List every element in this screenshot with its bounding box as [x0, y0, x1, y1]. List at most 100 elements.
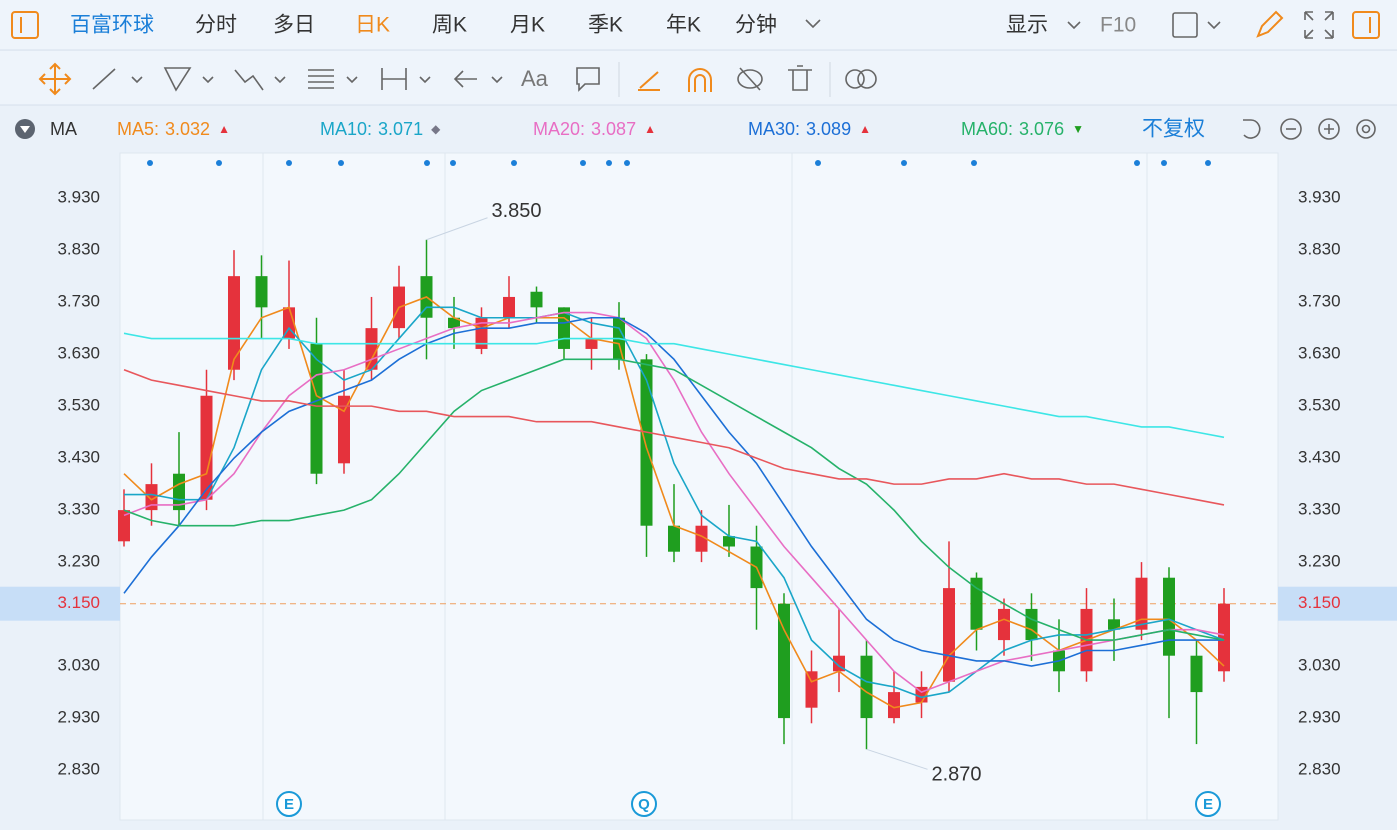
- layout-button[interactable]: [1172, 12, 1198, 38]
- candle-body: [1218, 603, 1230, 672]
- text-tool[interactable]: Aa: [521, 66, 549, 91]
- legend-trend: ▲: [218, 122, 230, 136]
- event-dot[interactable]: [901, 160, 907, 166]
- event-label[interactable]: E: [1203, 796, 1213, 813]
- zoom-out[interactable]: [1280, 118, 1302, 140]
- legend-name: MA30:: [748, 119, 800, 139]
- y2-tick-label: 3.230: [1298, 552, 1341, 571]
- range-tool[interactable]: [381, 68, 407, 90]
- move-tool[interactable]: [38, 62, 72, 96]
- legend-entry: MA10: 3.071 ◆: [320, 119, 441, 139]
- event-icon: [276, 791, 302, 817]
- y2-tick-label: 3.030: [1298, 656, 1341, 675]
- indicator-name[interactable]: MA: [50, 119, 77, 139]
- candle-body: [640, 359, 653, 526]
- reset-button[interactable]: [1243, 119, 1261, 139]
- annotation-leader: [426, 217, 488, 241]
- fib-tool[interactable]: [308, 69, 334, 89]
- y-tick-label: 3.730: [57, 292, 100, 311]
- event-dot[interactable]: [580, 160, 586, 166]
- settings[interactable]: [1356, 119, 1376, 139]
- hide-tool[interactable]: [737, 67, 763, 91]
- pen-tool[interactable]: [638, 71, 660, 91]
- event-dot[interactable]: [624, 160, 630, 166]
- tab[interactable]: 周K: [432, 14, 467, 37]
- legend-trend: ▲: [859, 122, 871, 136]
- event-dot[interactable]: [815, 160, 821, 166]
- icon-part: [20, 126, 30, 133]
- annotation-leader: [866, 748, 928, 770]
- candle-body: [585, 338, 598, 349]
- dropdown[interactable]: [805, 19, 821, 29]
- legend-value: 3.087: [591, 119, 636, 139]
- shape-tool[interactable]: [163, 67, 192, 92]
- event-label[interactable]: Q: [638, 796, 650, 813]
- candle-body: [1135, 577, 1148, 630]
- tab[interactable]: 分钟: [735, 14, 777, 37]
- plot-area: [119, 152, 1279, 821]
- top-bar: [0, 0, 1397, 50]
- tab[interactable]: 多日: [273, 14, 315, 37]
- legend-value: 3.032: [165, 119, 210, 139]
- event-dot[interactable]: [450, 160, 456, 166]
- wave-tool[interactable]: [234, 69, 264, 91]
- f10-button[interactable]: F10: [1100, 14, 1136, 37]
- legend-name: MA5:: [117, 119, 159, 139]
- candle-body: [228, 276, 240, 370]
- candle-body: [860, 655, 873, 719]
- candle-body: [365, 328, 378, 370]
- legend: MA5: 3.032 ▲ MA10: 3.071 ◆ MA20: 3.087 ▲ MA30: 3.0…: [117, 119, 1084, 139]
- candle-body: [200, 395, 213, 500]
- magnet-tool[interactable]: [688, 68, 712, 92]
- sidebar-toggle[interactable]: [11, 11, 39, 39]
- event-dot[interactable]: [216, 160, 222, 166]
- legend-entry: MA20: 3.087 ▲: [533, 119, 656, 139]
- legend-name: MA60:: [961, 119, 1013, 139]
- adjust-menu[interactable]: 不复权: [1142, 118, 1205, 141]
- delete-tool[interactable]: [788, 65, 812, 91]
- note-tool[interactable]: [576, 67, 600, 92]
- event-dot[interactable]: [511, 160, 517, 166]
- tab[interactable]: 月K: [510, 14, 545, 37]
- event-dot[interactable]: [971, 160, 977, 166]
- candle-body: [998, 608, 1010, 641]
- dropdown: [1067, 21, 1081, 30]
- y2-tick-label: 3.430: [1298, 448, 1341, 467]
- event-dot[interactable]: [147, 160, 153, 166]
- candle-body: [503, 296, 515, 318]
- arrow-tool[interactable]: [453, 70, 477, 88]
- panel-toggle[interactable]: [1352, 11, 1380, 39]
- y-tick-label: 2.830: [57, 760, 100, 779]
- event-dot[interactable]: [1161, 160, 1167, 166]
- candle-body: [723, 536, 735, 547]
- candle-body: [888, 692, 900, 719]
- y-tick-label: 2.930: [57, 708, 100, 727]
- candle-body: [1190, 655, 1203, 693]
- event-dot[interactable]: [338, 160, 344, 166]
- candle-body: [778, 603, 790, 719]
- tab[interactable]: 季K: [588, 14, 623, 37]
- event-icon: [1195, 791, 1221, 817]
- draw-button[interactable]: [1256, 10, 1284, 38]
- legend-name: MA10:: [320, 119, 372, 139]
- fullscreen-button[interactable]: [1304, 11, 1334, 39]
- tab[interactable]: 日K: [355, 14, 390, 37]
- compare-tool[interactable]: [845, 69, 865, 89]
- event-label[interactable]: E: [284, 796, 294, 813]
- display-menu[interactable]: 显示: [1006, 14, 1048, 37]
- event-dot[interactable]: [1205, 160, 1211, 166]
- zoom-in[interactable]: [1318, 118, 1340, 140]
- candle-body: [943, 588, 955, 682]
- event-dot[interactable]: [286, 160, 292, 166]
- tab[interactable]: 分时: [195, 14, 237, 37]
- tab[interactable]: 年K: [666, 14, 701, 37]
- candle-body: [338, 395, 350, 464]
- ma-line: [123, 358, 1225, 641]
- event-dot[interactable]: [424, 160, 430, 166]
- event-dot[interactable]: [1134, 160, 1140, 166]
- stock-name[interactable]: 百富环球: [70, 14, 154, 37]
- y2-tick-label: 3.830: [1298, 240, 1341, 259]
- event-dot[interactable]: [606, 160, 612, 166]
- y-tick-label: 3.330: [57, 500, 100, 519]
- line-tool[interactable]: [92, 68, 116, 90]
